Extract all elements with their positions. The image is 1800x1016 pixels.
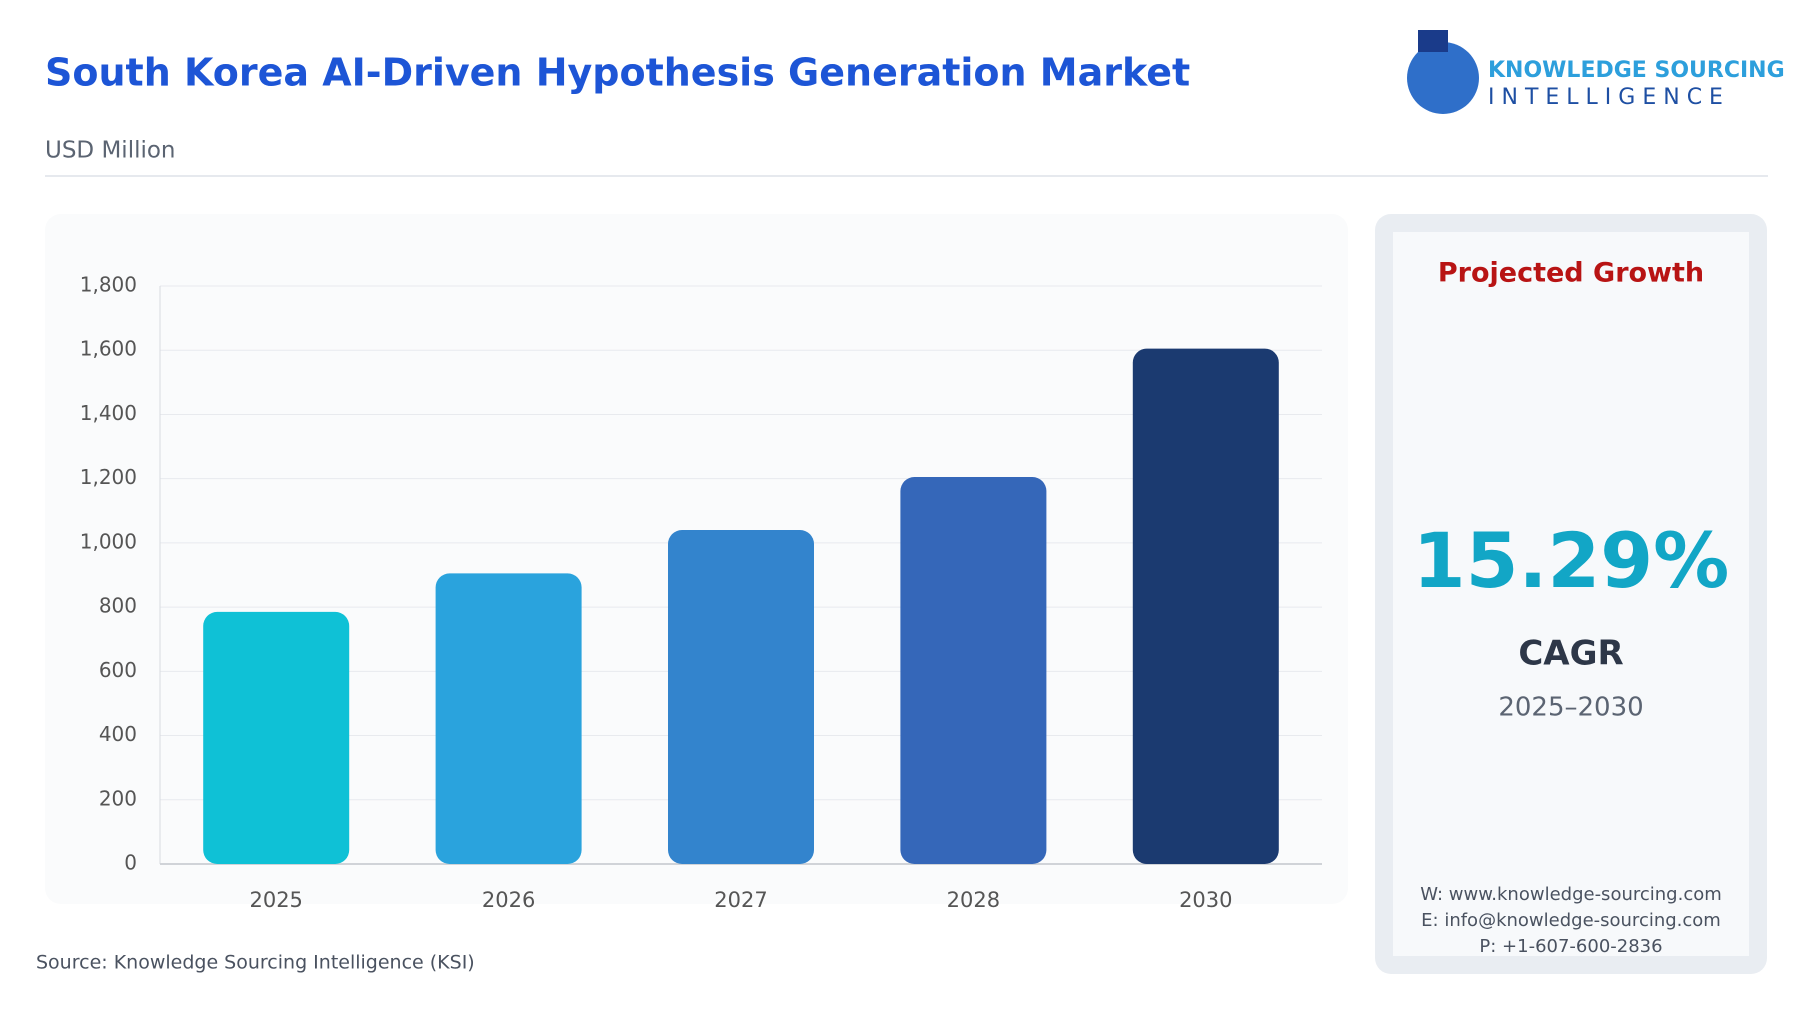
cagr-label: CAGR (1518, 634, 1623, 674)
x-tick-label: 2025 (249, 888, 302, 912)
y-tick-label: 200 (99, 786, 137, 810)
source: Source: Knowledge Sourcing Intelligence … (36, 952, 475, 974)
y-tick-label: 1,600 (80, 337, 137, 361)
bar (900, 477, 1047, 864)
panel-heading: Projected Growth (1438, 258, 1704, 289)
y-tick-label: 0 (124, 851, 137, 875)
chart-title: South Korea AI-Driven Hypothesis Generat… (45, 51, 1190, 95)
logo-icon (1407, 42, 1479, 114)
logo-text: KNOWLEDGE SOURCING (1488, 58, 1785, 83)
subtitle: USD Million (45, 138, 176, 164)
y-tick-label: 1,800 (80, 273, 137, 297)
panel-inner (1393, 232, 1749, 956)
contact: W: www.knowledge-sourcing.com (1420, 884, 1722, 905)
y-tick-label: 1,400 (80, 401, 137, 425)
bar (203, 611, 350, 864)
y-tick-label: 400 (99, 722, 137, 746)
bar (435, 573, 582, 864)
y-tick-label: 800 (99, 594, 137, 618)
x-tick-label: 2027 (714, 888, 767, 912)
contact: E: info@knowledge-sourcing.com (1421, 910, 1721, 931)
x-tick-label: 2028 (947, 888, 1000, 912)
logo-icon (1418, 30, 1448, 52)
cagr-value: 15.29% (1413, 516, 1730, 605)
period: 2025–2030 (1498, 693, 1643, 723)
y-tick-label: 600 (99, 658, 137, 682)
y-tick-label: 1,200 (80, 465, 137, 489)
contact: P: +1-607-600-2836 (1479, 936, 1662, 957)
bar (668, 530, 814, 864)
bar (1132, 348, 1279, 864)
logo-text: INTELLIGENCE (1488, 85, 1730, 110)
x-tick-label: 2030 (1179, 888, 1232, 912)
y-tick-label: 1,000 (80, 529, 137, 553)
logo: KNOWLEDGE SOURCING INTELLIGENCE (1407, 30, 1785, 114)
x-tick-label: 2026 (482, 888, 535, 912)
